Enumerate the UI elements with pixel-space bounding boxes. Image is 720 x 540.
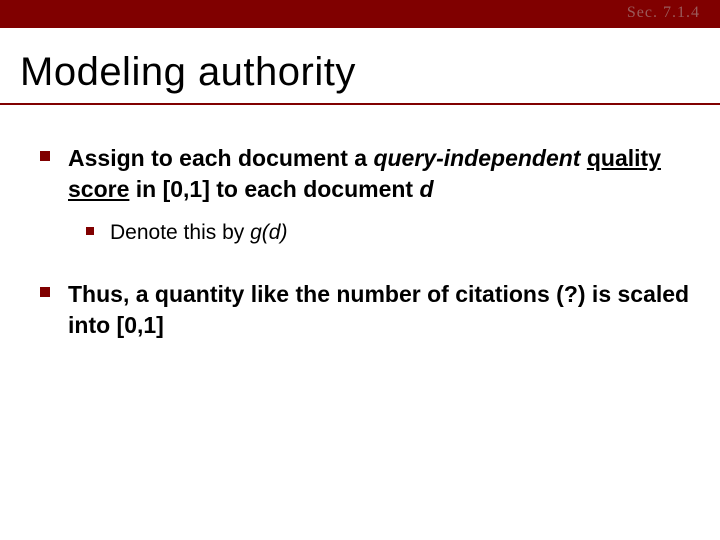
bullet-item: Assign to each document a query-independ… [40, 143, 690, 205]
bullet-square-icon [40, 287, 50, 297]
slide-content: Assign to each document a query-independ… [0, 105, 720, 342]
text-run-italic: query-independent [373, 145, 580, 171]
title-area: Modeling authority [0, 28, 720, 105]
text-run: Denote this by [110, 221, 250, 244]
text-run: Thus, a quantity like the number of cita… [68, 281, 689, 338]
text-run: Assign to each document a [68, 145, 373, 171]
bullet-square-icon [40, 151, 50, 161]
section-label: Sec. 7.1.4 [627, 4, 700, 22]
bullet-sub-item: Denote this by g(d) [86, 219, 690, 247]
bullet-text: Denote this by g(d) [110, 219, 287, 247]
page-title: Modeling authority [20, 50, 690, 95]
bullet-square-icon [86, 227, 94, 235]
text-run: in [0,1] to each document [129, 176, 419, 202]
top-bar: Sec. 7.1.4 [0, 0, 720, 28]
bullet-item: Thus, a quantity like the number of cita… [40, 279, 690, 341]
text-run-italic: g(d) [250, 221, 287, 244]
bullet-text: Thus, a quantity like the number of cita… [68, 279, 690, 341]
bullet-text: Assign to each document a query-independ… [68, 143, 690, 205]
text-run-italic: d [419, 176, 433, 202]
